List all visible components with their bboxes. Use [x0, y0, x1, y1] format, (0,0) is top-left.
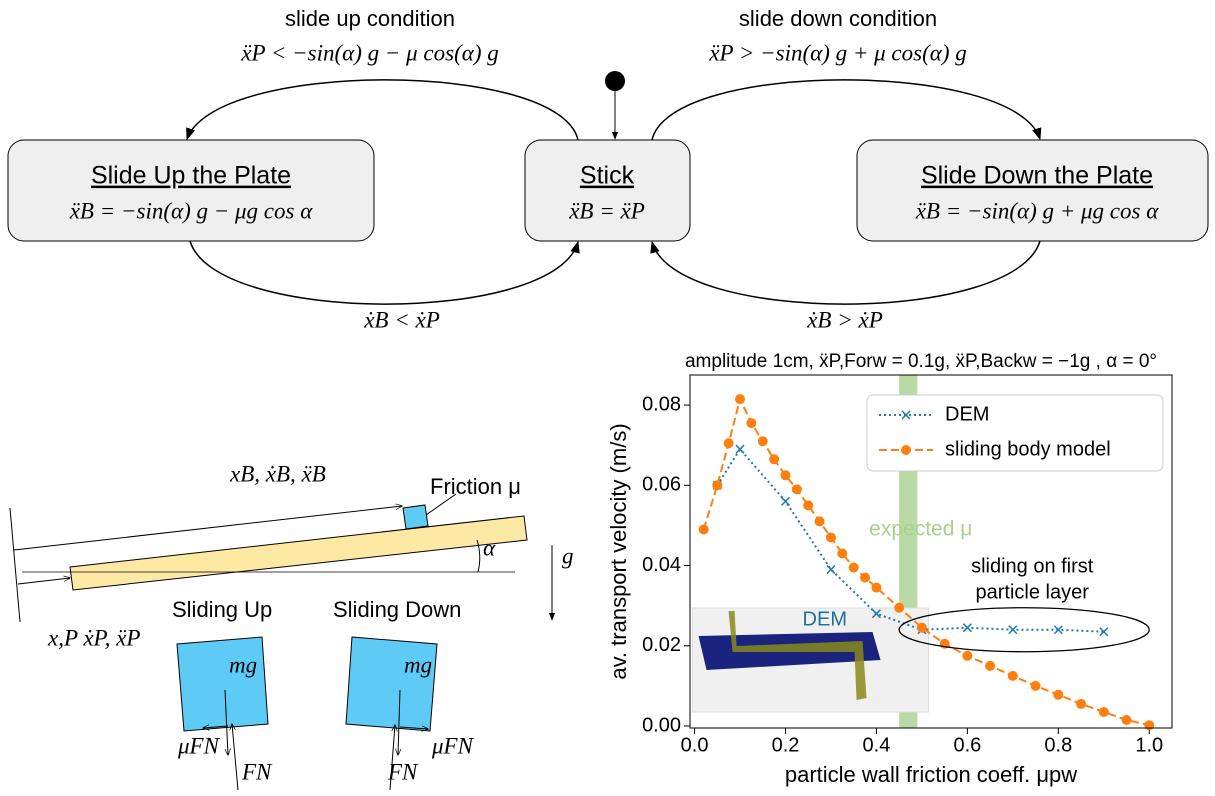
edge-condition: ẍP < −sin(α) g − μ cos(α) g — [240, 40, 498, 65]
marker — [769, 454, 779, 464]
y-tick-label: 0.06 — [642, 474, 681, 496]
node-title: Slide Down the Plate — [921, 162, 1153, 190]
marker — [712, 480, 722, 490]
marker — [1031, 681, 1041, 691]
marker — [699, 524, 709, 534]
marker — [860, 573, 870, 583]
marker — [827, 566, 835, 574]
label: Friction μ — [430, 474, 521, 499]
wall — [10, 508, 20, 622]
label: Sliding Up — [172, 597, 272, 622]
state-node — [857, 140, 1208, 241]
plate — [70, 516, 527, 590]
state-node — [8, 140, 374, 241]
label: FN — [387, 759, 419, 784]
edge-label: slide down condition — [739, 6, 937, 31]
marker — [1009, 626, 1017, 634]
marker — [985, 661, 995, 671]
x-tick-label: 0.8 — [1044, 734, 1072, 756]
marker — [803, 500, 813, 510]
edge-condition: ẋB > ẋP — [806, 307, 883, 332]
marker — [1053, 690, 1063, 700]
x-tick-label: 0.4 — [863, 734, 891, 756]
marker — [724, 438, 734, 448]
x-tick-label: 0.0 — [681, 734, 709, 756]
label: xB, ẋB, ẍB — [229, 461, 326, 486]
marker — [781, 497, 789, 505]
marker — [1054, 626, 1062, 634]
y-tick-label: 0.04 — [642, 554, 681, 576]
marker — [1122, 715, 1132, 725]
label: μFN — [431, 733, 475, 758]
marker — [758, 436, 768, 446]
y-tick-label: 0.02 — [642, 634, 681, 656]
marker — [901, 445, 911, 455]
arrow — [652, 80, 1040, 140]
block — [403, 505, 428, 529]
node-formula: ẍB = ẍP — [568, 198, 645, 223]
inset-label: DEM — [803, 608, 847, 630]
marker — [735, 394, 745, 404]
arrow — [190, 241, 578, 304]
marker — [962, 651, 972, 661]
arrow — [232, 724, 238, 790]
marker — [871, 583, 881, 593]
marker — [826, 532, 836, 542]
initial-state — [605, 71, 625, 91]
figure: slide up condition ẍP < −sin(α) g − μ co… — [0, 0, 1215, 791]
marker — [1144, 720, 1154, 730]
legend-label: DEM — [945, 403, 989, 425]
node-title: Stick — [580, 162, 635, 190]
label: Sliding Down — [333, 597, 461, 622]
annotation-text: sliding on first — [971, 555, 1094, 577]
label: g — [562, 543, 574, 568]
label: mg — [229, 652, 257, 677]
x-axis-label: particle wall friction coeff. μpw — [785, 762, 1077, 787]
chart: expected μ DEM 0.0 0.2 0.4 0.6 0.8 1.0 0.00 0.02 0… — [606, 351, 1172, 787]
edge-label: slide up condition — [285, 6, 455, 31]
label: μFN — [177, 733, 221, 758]
state-diagram: slide up condition ẍP < −sin(α) g − μ co… — [8, 6, 1208, 332]
marker — [780, 470, 790, 480]
x-tick-label: 1.0 — [1135, 734, 1163, 756]
node-formula: ẍB = −sin(α) g − μg cos α — [69, 198, 314, 223]
arrow — [187, 80, 578, 140]
marker — [1076, 699, 1086, 709]
y-axis-label: av. transport velocity (m/s) — [606, 423, 631, 679]
label: FN — [241, 759, 273, 784]
marker — [894, 603, 904, 613]
label: α — [483, 535, 496, 560]
marker — [963, 624, 971, 632]
marker — [849, 563, 859, 573]
highlight-label: expected μ — [869, 518, 972, 541]
marker — [736, 445, 744, 453]
y-tick-label: 0.00 — [642, 714, 681, 736]
arrow — [652, 241, 1040, 304]
sketch-labels: Friction μ xB, ẋB, ẍB x,P ẋP, ẍP α g Sli… — [47, 461, 574, 784]
legend-label: sliding body model — [945, 438, 1111, 460]
state-node — [525, 140, 690, 241]
label: x,P ẋP, ẍP — [47, 625, 140, 650]
annotation-text: particle layer — [976, 581, 1090, 603]
marker — [1008, 671, 1018, 681]
marker — [917, 623, 927, 633]
block — [177, 637, 268, 731]
node-title: Slide Up the Plate — [91, 162, 291, 190]
edge-condition: ẍP > −sin(α) g + μ cos(α) g — [708, 40, 966, 65]
block — [346, 637, 437, 731]
node-formula: ẍB = −sin(α) g + μg cos α — [915, 198, 1160, 223]
x-tick-label: 0.2 — [772, 734, 800, 756]
marker — [746, 418, 756, 428]
marker — [1100, 628, 1108, 636]
marker — [1099, 707, 1109, 717]
marker — [792, 484, 802, 494]
arrow — [18, 578, 70, 584]
edge-condition: ẋB < ẋP — [363, 307, 440, 332]
y-tick-label: 0.08 — [642, 393, 681, 415]
label: mg — [404, 652, 432, 677]
chart-title: amplitude 1cm, ẍP,Forw = 0.1g, ẍP,Backw … — [685, 351, 1157, 372]
marker — [837, 549, 847, 559]
x-tick-label: 0.6 — [953, 734, 981, 756]
marker — [815, 516, 825, 526]
